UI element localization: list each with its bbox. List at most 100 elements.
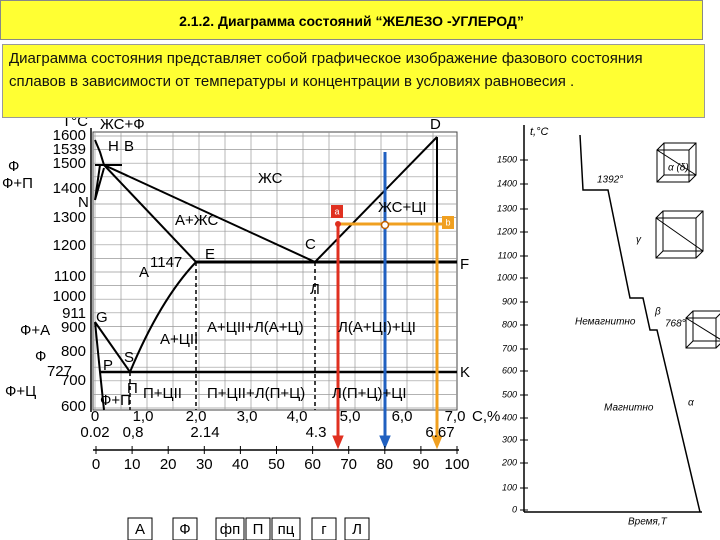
side-label: Ф+А [20,322,50,339]
a-box [331,205,343,218]
concentration-tick: 1,0 [133,408,154,425]
region-label: ЖС+ЦI [378,199,427,216]
point-label: E [205,246,215,263]
temp-label: 600 [61,398,86,415]
region-label: А+ЖС [175,212,218,229]
key-concentration: 0,8 [123,424,144,441]
b-box [442,216,454,229]
region-label: П+ЦII+Л(П+Ц) [207,385,305,402]
concentration-tick: 0 [91,408,99,425]
point-label: F [460,256,469,273]
legend-item: А [135,521,145,538]
point-label: D [430,116,441,133]
point-mark [380,220,390,230]
concentration-tick: 5,0 [340,408,361,425]
legend-item: Л [352,521,362,538]
region-label: Л(А+ЦI)+ЦI [338,319,416,336]
dashed-lines [129,262,316,410]
title-bar: 2.1.2. Диаграмма состояний “ЖЕЛЕЗО -УГЛЕ… [0,0,703,40]
cc-tick-label: 300 [502,434,517,444]
lower-scale-label: 30 [196,456,213,473]
lower-scale-label: 50 [268,456,285,473]
lower-scale-label: 20 [160,456,177,473]
region-label: П [127,380,138,397]
point-label: B [124,138,134,155]
cc-tick-label: 400 [502,412,517,422]
cc-tick-label: 800 [502,319,517,329]
concentration-tick: 6,0 [392,408,413,425]
temp-label: 1539 [53,141,86,158]
arrow-red [332,435,344,450]
lower-scale-label: 90 [413,456,430,473]
legend-box [344,517,370,540]
temp-label: 1600 [53,127,86,144]
key-concentration: 4.3 [306,424,327,441]
cc-label: β [654,307,661,318]
point-label: C [305,236,316,253]
temp-label: 900 [61,319,86,336]
concentration-unit: С,% [472,408,500,425]
legend-box [245,517,271,540]
region-label: А [139,264,149,281]
crystal-icon [655,210,704,259]
cooling-curve [579,134,701,513]
solidus [103,164,197,263]
crystal-icon [656,142,697,183]
side-label: Ф+П [100,392,131,409]
se-line [129,261,197,373]
side-label: Ф+П [2,175,33,192]
legend-item: г [321,521,327,538]
region-label: ЖС+Ф [100,116,145,133]
lower-scale-label: 80 [376,456,393,473]
cc-tick-label: 1100 [498,250,517,260]
cc-label: 1392° [597,175,623,186]
concentration-tick: 4,0 [287,408,308,425]
region-label: Л [310,281,320,298]
lower-scale-label: 0 [92,456,100,473]
point-label: P [103,357,113,374]
crystal-icon [685,317,717,349]
point-label: G [96,309,108,326]
title: 2.1.2. Диаграмма состояний “ЖЕЛЕЗО -УГЛЕ… [179,13,524,29]
region-label: Л(П+Ц)+ЦI [332,385,407,402]
legend-item: пц [278,521,295,538]
region-label: П+ЦII [143,385,182,402]
temp-label: 1100 [54,268,86,285]
legend-box [311,517,337,540]
cc-tick-label: 200 [501,457,517,467]
point-a [335,221,341,227]
crystal-icon [692,310,720,342]
temp-label: 727 [47,363,72,380]
point-label: K [460,364,470,381]
cc-tick-label: 1500 [497,154,517,164]
key-concentration: 2.14 [190,424,219,441]
cc-tick-label: 1400 [497,178,517,188]
lower-scale-label: 70 [340,456,357,473]
peritectic-lines [94,164,122,201]
cc-tick-label: 900 [502,296,517,306]
cc-tick-label: 700 [502,343,517,353]
crystal-icon [655,217,697,259]
lower-scale-label: 100 [444,456,469,473]
cc-tick-label: 500 [502,389,517,399]
concentration-tick: 2,0 [186,408,207,425]
arrow-orange [431,435,443,450]
cc-label: α (δ) [668,163,689,174]
crystal-icon [663,142,697,176]
region-label: А+ЦII+Л(А+Ц) [207,319,304,336]
cc-tick-label: 1300 [497,203,517,213]
temp-label: 911 [62,305,86,322]
concentration-tick: 7,0 [445,408,466,425]
key-concentration: 0.02 [80,424,109,441]
side-label: Ф+Ц [5,383,36,400]
lower-scale-label: 40 [232,456,249,473]
temp-label: 1300 [53,209,86,226]
cc-axis-label: t,°C [530,126,549,138]
cc-label: Магнитно [604,403,654,414]
cc-time-label: Время,Т [628,517,668,528]
side-label: Ф [8,158,19,175]
temp-label: 1200 [53,237,86,254]
region-label: ЖС [258,170,283,187]
concentration-tick: 3,0 [237,408,258,425]
